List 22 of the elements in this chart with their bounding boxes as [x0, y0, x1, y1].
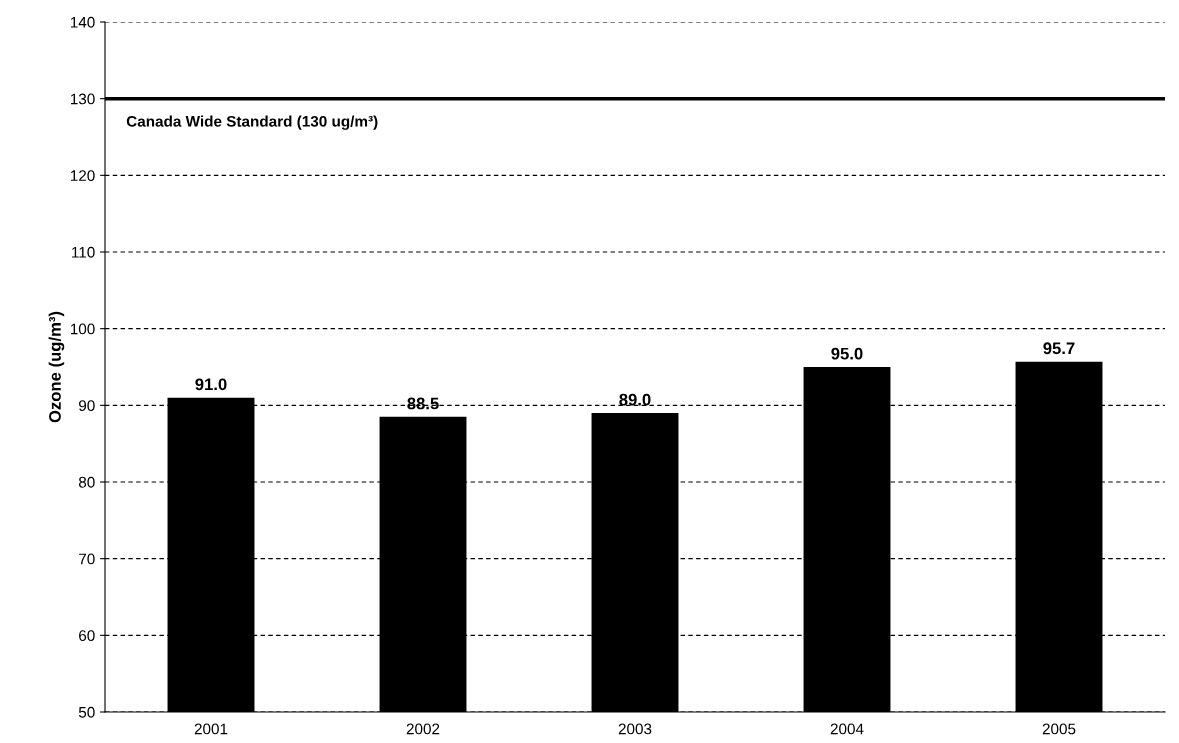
y-tick-label: 70 — [79, 553, 95, 565]
y-tick-label: 60 — [79, 630, 95, 642]
data-label: 89.0 — [619, 393, 651, 406]
x-tick-label: 2004 — [830, 723, 864, 735]
data-label: 95.0 — [831, 347, 863, 360]
y-tick-label: 110 — [72, 246, 95, 258]
y-tick-label: 140 — [70, 16, 95, 28]
y-tick-label: 50 — [78, 706, 95, 718]
data-label: 91.0 — [195, 378, 227, 391]
data-label: 88.5 — [407, 397, 439, 410]
x-tick-label: 2001 — [194, 723, 228, 735]
y-axis-title: Ozone (ug/m³) — [48, 311, 65, 423]
y-tick-label: 120 — [70, 170, 95, 182]
ref-line-label: Canada Wide Standard (130 ug/m³) — [126, 115, 378, 130]
y-tick-label: 100 — [70, 323, 95, 335]
x-tick-label: 2002 — [406, 723, 440, 735]
data-label: 95.7 — [1043, 342, 1075, 355]
y-tick-label: 80 — [78, 476, 95, 488]
y-tick-label: 130 — [70, 93, 95, 105]
x-tick-label: 2003 — [618, 723, 652, 735]
y-tick-label: 90 — [79, 400, 95, 412]
x-tick-label: 2005 — [1042, 723, 1076, 735]
